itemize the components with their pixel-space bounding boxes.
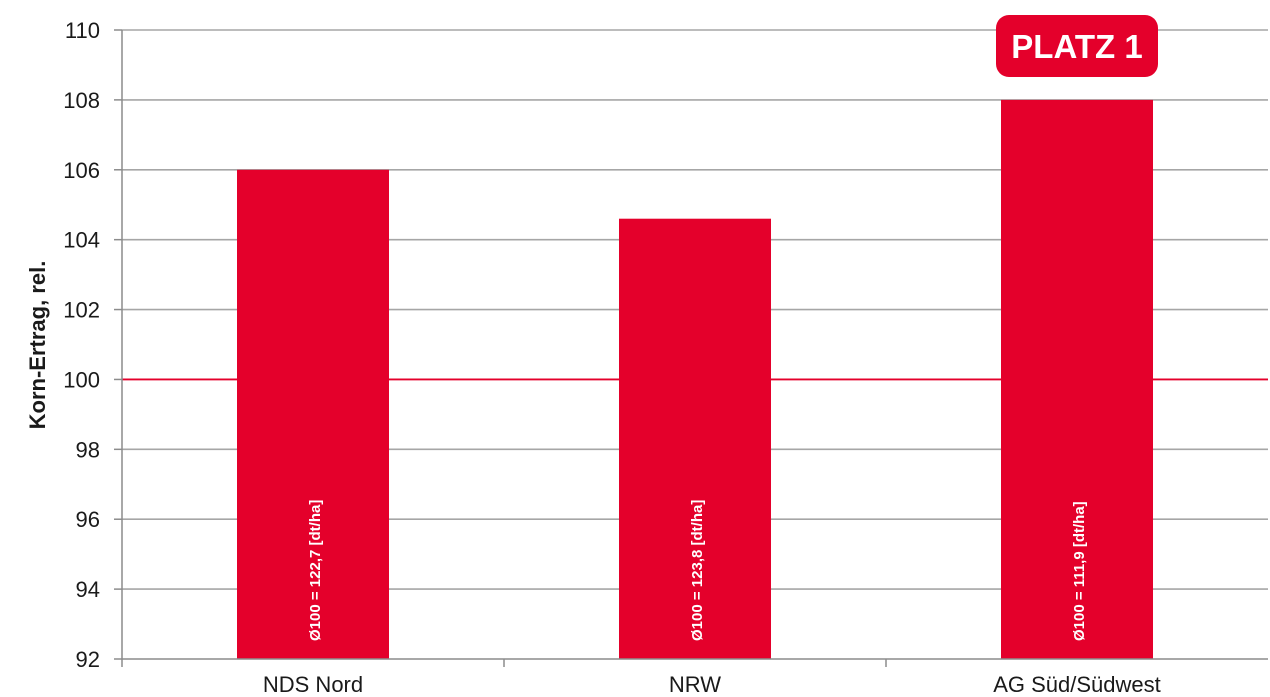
y-tick-label: 106: [63, 158, 100, 183]
y-tick-label: 108: [63, 88, 100, 113]
y-tick-label: 102: [63, 298, 100, 323]
y-tick-labels: 92 94 96 98 100 102 104 106 108 110: [63, 18, 100, 672]
platz-badge-text: PLATZ 1: [1011, 28, 1142, 65]
x-tick-label: NRW: [669, 672, 721, 697]
x-tick-label: AG Süd/Südwest: [993, 672, 1161, 697]
y-tick-label: 110: [65, 18, 100, 43]
bar-note: Ø100 = 123,8 [dt/ha]: [689, 500, 706, 641]
y-tick-label: 100: [63, 367, 100, 392]
bar: [619, 218, 771, 659]
bar-note: Ø100 = 111,9 [dt/ha]: [1071, 501, 1088, 641]
x-tick-label: NDS Nord: [263, 672, 363, 697]
axes: [114, 29, 1268, 667]
bar: [1001, 99, 1153, 659]
platz-badge: PLATZ 1: [996, 15, 1158, 77]
bar-notes: Ø100 = 122,7 [dt/ha] Ø100 = 123,8 [dt/ha]…: [307, 500, 1088, 641]
y-tick-label: 94: [76, 577, 100, 602]
y-tick-label: 92: [76, 647, 100, 672]
y-tick-label: 104: [63, 228, 100, 253]
bars: [237, 99, 1153, 659]
x-tick-labels: NDS Nord NRW AG Süd/Südwest: [263, 672, 1161, 697]
bar-note: Ø100 = 122,7 [dt/ha]: [307, 500, 324, 641]
y-tick-label: 98: [76, 437, 100, 462]
y-axis-label: Korn-Ertrag, rel.: [25, 261, 50, 430]
platz-badge-box: [996, 15, 1158, 77]
bar: [237, 169, 389, 659]
y-tick-label: 96: [76, 507, 100, 532]
